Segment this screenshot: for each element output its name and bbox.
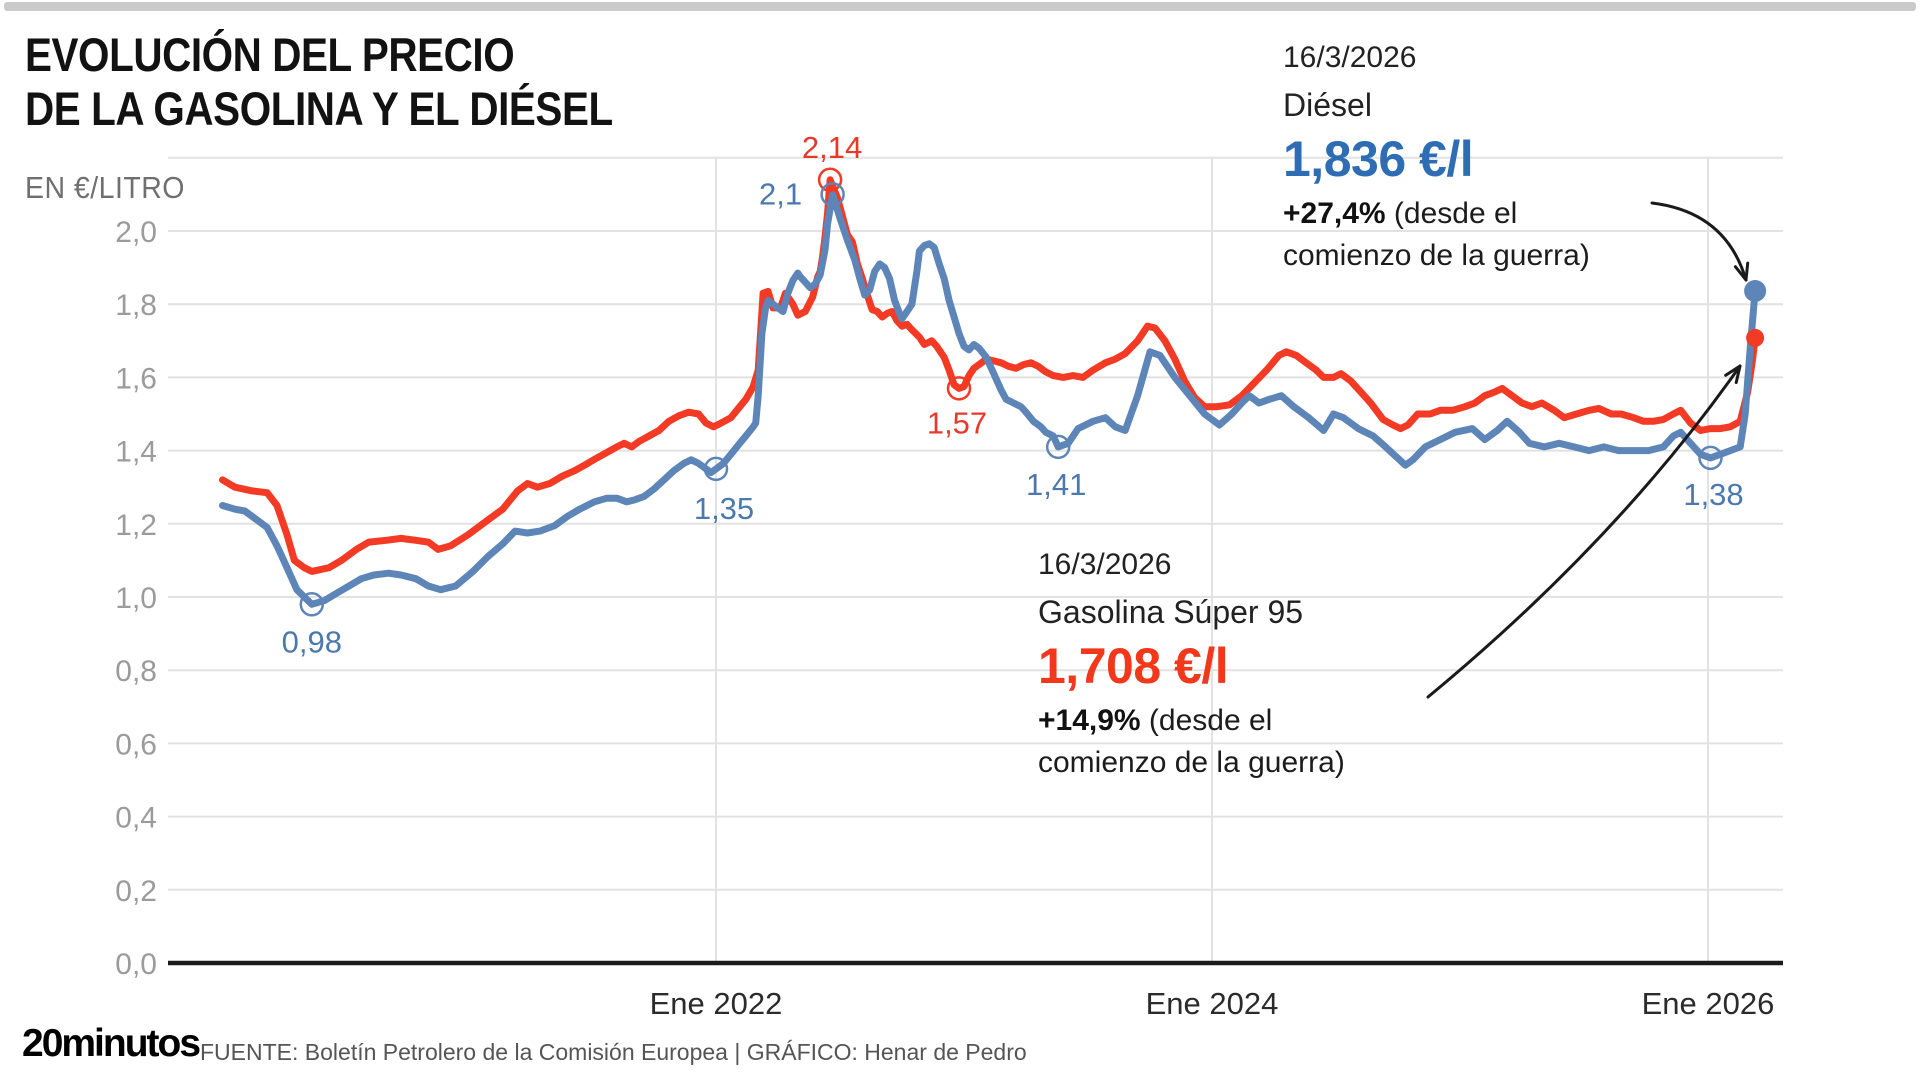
- x-tick-label: Ene 2022: [650, 986, 783, 1021]
- gasolina-callout-date: 16/3/2026: [1038, 548, 1172, 581]
- gasolina-callout: 16/3/2026 Gasolina Súper 95 1,708 €/l +1…: [1038, 545, 1345, 784]
- units-label: EN €/LITRO: [25, 170, 185, 205]
- gasolina-callout-price: 1,708 €/l: [1038, 638, 1229, 694]
- diesel-annotation-arrow: [1650, 201, 1748, 282]
- point-marker-diesel: [299, 592, 325, 617]
- gasolina-callout-change: +14,9% (desde el comienzo de la guerra): [1038, 700, 1345, 784]
- y-tick-label: 1,6: [115, 362, 157, 395]
- gasolina-change-pct: +14,9%: [1038, 704, 1141, 737]
- y-tick-label: 0,8: [115, 655, 157, 688]
- chart-plot-area: 0,0 0,2 0,4 0,6 0,8 1,0 1,2 1,4 1,6 1,8 2,0 Ene 202…: [115, 130, 1783, 1021]
- point-label: 1,41: [1026, 467, 1086, 502]
- diesel-callout-date: 16/3/2026: [1283, 41, 1417, 74]
- diesel-change-rest: (desde el: [1385, 197, 1518, 230]
- y-tick-label: 1,4: [115, 436, 157, 469]
- top-accent-bar: [4, 2, 1916, 11]
- point-marker-gasolina: [817, 167, 843, 193]
- diesel-change-pct: +27,4%: [1283, 197, 1386, 230]
- series-line-diesel: [219, 190, 1759, 608]
- point-marker-diesel: [820, 182, 845, 207]
- diesel-callout-price: 1,836 €/l: [1283, 131, 1474, 187]
- gasolina-change-rest: (desde el: [1140, 704, 1273, 737]
- title-line-1: EVOLUCIÓN DEL PRECIO: [25, 28, 515, 81]
- y-tick-label: 1,2: [115, 509, 157, 542]
- y-tick-label: 1,8: [115, 289, 157, 322]
- point-marker-diesel: [1045, 434, 1071, 460]
- y-tick-label: 0,6: [115, 728, 157, 761]
- y-tick-label: 2,0: [115, 216, 157, 249]
- point-marker-gasolina: [946, 376, 972, 401]
- point-marker-diesel: [1698, 445, 1723, 471]
- diesel-callout-name: Diésel: [1283, 87, 1372, 123]
- y-tick-label: 1,0: [115, 582, 157, 615]
- point-label: 1,35: [694, 491, 754, 526]
- point-marker-diesel: [703, 456, 729, 482]
- gasolina-callout-name: Gasolina Súper 95: [1038, 594, 1304, 630]
- title-line-2: DE LA GASOLINA Y EL DIÉSEL: [25, 82, 613, 135]
- page-title: EVOLUCIÓN DEL PRECIO DE LA GASOLINA Y EL…: [25, 28, 613, 136]
- gasolina-annotation-arrow: [1426, 364, 1742, 699]
- point-label: 1,57: [927, 405, 987, 440]
- source-credit: FUENTE: Boletín Petrolero de la Comisión…: [200, 1039, 1027, 1065]
- diesel-callout-change: +27,4% (desde el comienzo de la guerra): [1283, 193, 1590, 277]
- diesel-callout: 16/3/2026 Diésel 1,836 €/l +27,4% (desde…: [1283, 38, 1590, 277]
- y-tick-label: 0,4: [115, 802, 157, 835]
- end-dot-gasolina: [1746, 328, 1765, 347]
- end-dot-diesel: [1744, 280, 1767, 302]
- series-line-gasolina: [219, 176, 1759, 575]
- diesel-change-line2: comienzo de la guerra): [1283, 239, 1590, 272]
- x-tick-label: Ene 2026: [1642, 986, 1775, 1021]
- diesel-annotation-arrowhead-icon: [1733, 261, 1750, 282]
- point-label: 0,98: [282, 624, 342, 659]
- point-label: 1,38: [1683, 477, 1743, 512]
- y-tick-label: 0,0: [115, 948, 157, 981]
- gasolina-change-line2: comienzo de la guerra): [1038, 746, 1345, 779]
- point-label: 2,14: [802, 130, 862, 165]
- point-label: 2,1: [759, 176, 802, 211]
- y-tick-label: 0,2: [115, 875, 157, 908]
- gasolina-annotation-arrowhead-icon: [1724, 364, 1742, 385]
- x-tick-label: Ene 2024: [1146, 986, 1279, 1021]
- publisher-logo: 20minutos: [22, 1022, 201, 1065]
